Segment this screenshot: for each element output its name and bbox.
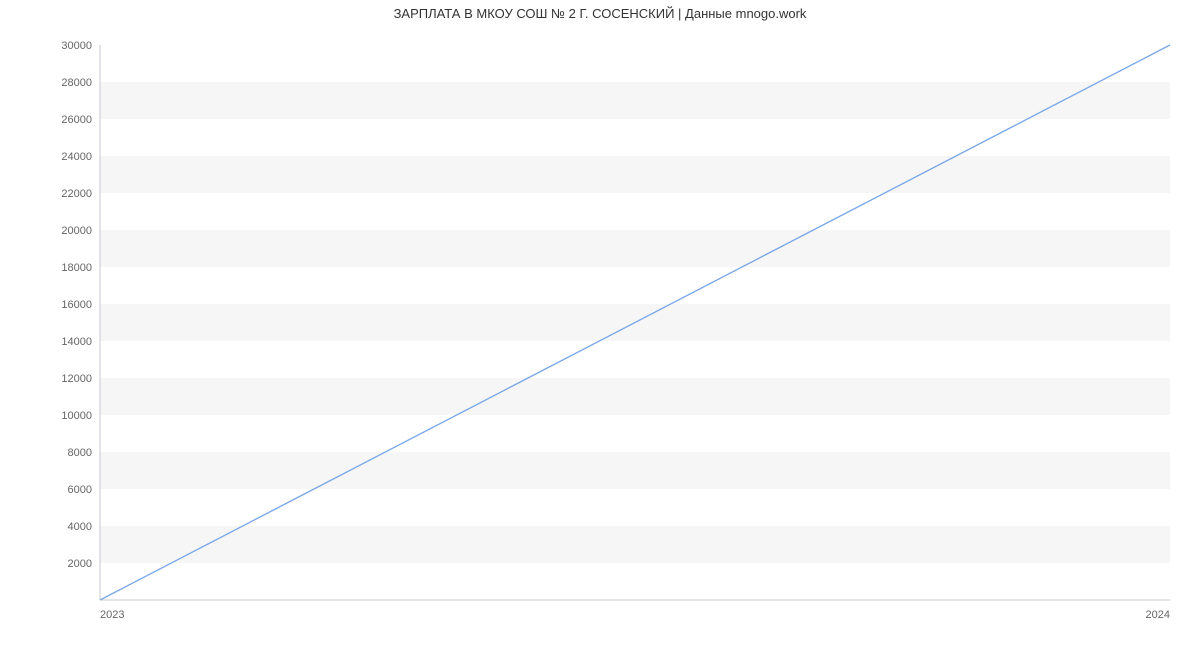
- svg-text:10000: 10000: [61, 410, 92, 422]
- svg-text:14000: 14000: [61, 336, 92, 348]
- svg-text:6000: 6000: [68, 484, 92, 496]
- svg-text:26000: 26000: [61, 114, 92, 126]
- svg-text:8000: 8000: [68, 447, 92, 459]
- svg-text:18000: 18000: [61, 262, 92, 274]
- svg-text:2023: 2023: [100, 609, 124, 621]
- svg-text:30000: 30000: [61, 40, 92, 52]
- svg-text:2024: 2024: [1146, 609, 1170, 621]
- chart-svg: 2000 4000 6000 8000 10000 12000 14000 16000 1800…: [0, 0, 1200, 650]
- chart-container: ЗАРПЛАТА В МКОУ СОШ № 2 Г. СОСЕНСКИЙ | Д…: [0, 0, 1200, 650]
- svg-text:2000: 2000: [68, 558, 92, 570]
- svg-text:12000: 12000: [61, 373, 92, 385]
- svg-text:22000: 22000: [61, 188, 92, 200]
- svg-text:20000: 20000: [61, 225, 92, 237]
- svg-text:16000: 16000: [61, 299, 92, 311]
- svg-text:4000: 4000: [68, 521, 92, 533]
- svg-text:28000: 28000: [61, 77, 92, 89]
- svg-text:24000: 24000: [61, 151, 92, 163]
